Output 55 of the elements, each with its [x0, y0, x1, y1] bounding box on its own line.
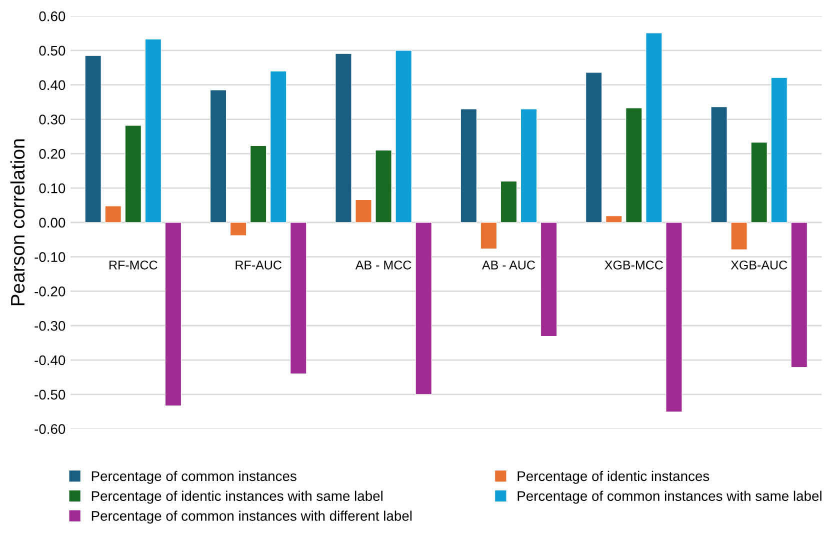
bar — [666, 222, 682, 412]
bar — [730, 222, 748, 250]
bar — [375, 150, 392, 223]
y-tick-label: -0.30 — [34, 320, 66, 331]
bar — [586, 72, 602, 223]
y-tick-label: -0.50 — [34, 390, 66, 400]
y-tick-label: 0.60 — [39, 11, 66, 22]
bar — [164, 222, 182, 406]
bar — [480, 222, 497, 250]
bar — [250, 145, 267, 223]
y-tick-label: 0.00 — [39, 218, 66, 228]
bar — [626, 108, 642, 223]
bar — [230, 222, 247, 236]
bar — [606, 216, 622, 223]
bar — [124, 125, 142, 223]
bar — [540, 222, 558, 337]
y-tick-label: 0.20 — [39, 148, 66, 159]
bar — [750, 142, 768, 223]
y-tick-label: -0.40 — [34, 355, 66, 366]
x-tick-label: RF-MCC — [110, 260, 158, 270]
y-tick-label: 0.50 — [39, 46, 66, 56]
y-tick-label: -0.10 — [34, 252, 66, 262]
legend-label: Percentage of common instances with same label — [518, 490, 822, 504]
y-tick-label: 0.30 — [39, 114, 66, 124]
x-tick-label: XGB-AUC — [730, 260, 788, 270]
bar — [646, 32, 662, 223]
y-tick-label: 0.40 — [39, 80, 66, 90]
bar — [395, 50, 412, 223]
x-tick-label: RF-AUC — [236, 260, 282, 270]
y-tick-label: -0.20 — [34, 286, 66, 296]
bar — [335, 53, 352, 223]
bar — [770, 77, 788, 223]
bar — [520, 108, 538, 223]
bar — [415, 222, 432, 395]
legend-label: Percentage of common instances with different label — [92, 510, 412, 524]
legend-label: Percentage of common instances — [92, 470, 296, 484]
bar — [460, 108, 477, 223]
x-tick-label: XGB-MCC — [604, 260, 663, 270]
bar — [270, 70, 287, 223]
bar — [104, 206, 122, 223]
bar — [355, 199, 372, 223]
y-tick-label: -0.60 — [34, 424, 66, 434]
legend-label: Percentage of identic instances — [518, 470, 710, 484]
bar — [500, 180, 518, 223]
bar — [790, 222, 808, 368]
x-tick-label: AB - AUC — [482, 260, 535, 270]
x-tick-label: AB - MCC — [355, 260, 412, 270]
bar — [144, 38, 162, 223]
bar — [290, 222, 307, 374]
legend-label: Percentage of identic instances with same label — [92, 490, 382, 504]
bar — [710, 106, 728, 223]
y-axis-title: Pearson correlation — [10, 139, 25, 306]
bar — [210, 90, 227, 223]
y-tick-label: 0.10 — [39, 183, 66, 194]
bar — [84, 55, 102, 223]
